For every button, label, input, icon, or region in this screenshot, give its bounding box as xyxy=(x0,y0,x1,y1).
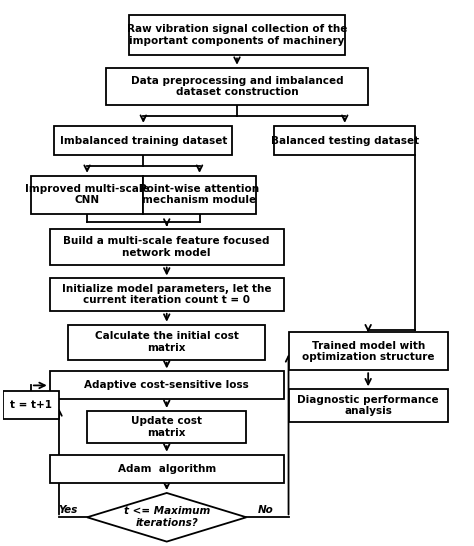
Text: Diagnostic performance
analysis: Diagnostic performance analysis xyxy=(297,395,439,416)
FancyBboxPatch shape xyxy=(289,333,448,370)
FancyBboxPatch shape xyxy=(31,176,143,213)
Text: Yes: Yes xyxy=(58,505,78,514)
Text: Raw vibration signal collection of the
important components of machinery: Raw vibration signal collection of the i… xyxy=(127,25,347,46)
FancyBboxPatch shape xyxy=(274,126,415,156)
Text: Balanced testing dataset: Balanced testing dataset xyxy=(271,135,419,146)
FancyBboxPatch shape xyxy=(143,176,256,213)
FancyBboxPatch shape xyxy=(50,371,284,400)
Text: Update cost
matrix: Update cost matrix xyxy=(131,416,202,438)
Text: No: No xyxy=(258,505,274,514)
FancyBboxPatch shape xyxy=(50,229,284,265)
Text: Imbalanced training dataset: Imbalanced training dataset xyxy=(60,135,227,146)
Text: Adaptive cost-sensitive loss: Adaptive cost-sensitive loss xyxy=(84,381,249,390)
Text: Build a multi-scale feature focused
network model: Build a multi-scale feature focused netw… xyxy=(64,236,270,258)
FancyBboxPatch shape xyxy=(55,126,232,156)
Text: Calculate the initial cost
matrix: Calculate the initial cost matrix xyxy=(95,331,239,353)
FancyBboxPatch shape xyxy=(129,15,345,56)
Text: Data preprocessing and imbalanced
dataset construction: Data preprocessing and imbalanced datase… xyxy=(131,76,343,97)
Text: Initialize model parameters, let the
current iteration count t = 0: Initialize model parameters, let the cur… xyxy=(62,284,272,305)
FancyBboxPatch shape xyxy=(3,391,59,419)
FancyBboxPatch shape xyxy=(68,325,265,360)
Text: Adam  algorithm: Adam algorithm xyxy=(118,464,216,473)
FancyBboxPatch shape xyxy=(87,411,246,443)
Text: Point-wise attention
mechanism module: Point-wise attention mechanism module xyxy=(139,184,260,205)
Text: Improved multi-scale
CNN: Improved multi-scale CNN xyxy=(25,184,149,205)
Text: Trained model with
optimization structure: Trained model with optimization structur… xyxy=(302,341,434,362)
FancyBboxPatch shape xyxy=(289,389,448,422)
FancyBboxPatch shape xyxy=(106,68,368,105)
FancyBboxPatch shape xyxy=(50,455,284,483)
Polygon shape xyxy=(87,493,246,542)
Text: t = t+1: t = t+1 xyxy=(10,400,52,411)
FancyBboxPatch shape xyxy=(50,278,284,311)
Text: t <= Maximum
iterations?: t <= Maximum iterations? xyxy=(124,507,210,528)
